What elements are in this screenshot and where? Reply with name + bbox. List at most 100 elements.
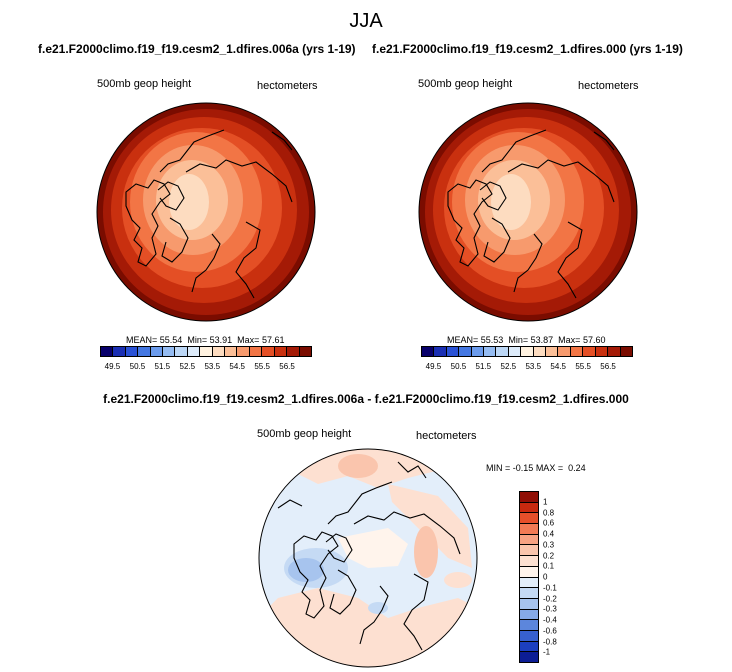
colorbar-swatch-right <box>508 347 522 356</box>
colorbar-swatch-left <box>287 347 300 356</box>
min-value-left: 53.91 <box>209 335 233 345</box>
colorbar-swatch-difference <box>520 524 538 535</box>
min-value-diff: -0.15 <box>512 463 534 473</box>
colorbar-tick-label-difference: -0.4 <box>543 615 557 625</box>
variable-label-left: 500mb geop height <box>97 78 192 90</box>
colorbar-tick-label-left: 49.5 <box>104 362 121 371</box>
colorbar-right <box>421 346 633 357</box>
colorbar-ticks-difference: 1 0.8 0.6 0.4 0.3 0.2 0.1 0 -0.1 -0.2 -0.3 -0.4 -0.6… <box>543 491 573 663</box>
colorbar-tick-label-difference: -0.8 <box>543 637 557 646</box>
units-label-left: hectometers <box>257 80 318 92</box>
colorbar-swatch-difference <box>520 577 538 589</box>
min-label-right: Min= <box>508 335 529 345</box>
max-label-right: Max= <box>558 335 581 345</box>
colorbar-tick-label-right: 52.5 <box>500 362 517 371</box>
max-value-left: 57.61 <box>261 335 285 345</box>
colorbar-ticks-left: 49.55050.55151.55252.55353.55454.55555.5… <box>100 362 312 374</box>
colorbar-swatch-left <box>163 347 176 356</box>
max-label-left: Max= <box>237 335 260 345</box>
colorbar-swatch-difference <box>520 609 538 621</box>
colorbar-swatch-left <box>175 347 188 356</box>
colorbar-swatch-left <box>274 347 288 356</box>
colorbar-swatch-right <box>533 347 547 356</box>
colorbar-tick-label-right: 49.5 <box>425 362 442 371</box>
polar-map-right <box>418 102 638 322</box>
colorbar-tick-label-difference: 0.4 <box>543 529 555 539</box>
colorbar-tick-label-difference: 0.8 <box>543 508 555 517</box>
max-value-diff: 0.24 <box>568 463 586 473</box>
mean-label-left: MEAN= <box>126 335 158 345</box>
min-value-right: 53.87 <box>530 335 554 345</box>
colorbar-swatch-difference <box>520 556 538 567</box>
colorbar-tick-label-difference: 0.1 <box>543 561 555 571</box>
colorbar-tick-label-left: 53.5 <box>204 362 221 371</box>
colorbar-tick-label-left: 51.5 <box>154 362 171 371</box>
season-title: JJA <box>349 10 383 32</box>
colorbar-swatch-left <box>138 347 151 356</box>
colorbar-swatch-difference <box>520 534 538 546</box>
colorbar-swatch-difference <box>520 492 538 503</box>
colorbar-swatch-right <box>608 347 621 356</box>
colorbar-swatch-left <box>150 347 164 356</box>
colorbar-swatch-right <box>459 347 472 356</box>
variable-label-right: 500mb geop height <box>418 78 513 90</box>
colorbar-tick-label-right: 56.5 <box>600 362 616 371</box>
colorbar-tick-label-difference: 1 <box>543 497 548 507</box>
colorbar-swatch-difference <box>520 513 538 525</box>
colorbar-swatch-right <box>434 347 447 356</box>
colorbar-tick-label-difference: -0.6 <box>543 626 557 636</box>
colorbar-swatch-difference <box>520 502 538 514</box>
colorbar-tick-label-right: 51.5 <box>475 362 492 371</box>
max-label-diff: MAX = <box>535 463 564 473</box>
colorbar-swatch-right <box>546 347 559 356</box>
stats-right: MEAN= 55.53 Min= 53.87 Max= 57.60 <box>447 335 605 345</box>
colorbar-swatch-right <box>521 347 534 356</box>
colorbar-swatch-difference <box>520 598 538 610</box>
polar-map-difference <box>258 448 478 668</box>
colorbar-tick-label-left: 50.5 <box>129 362 146 371</box>
colorbar-swatch-left <box>200 347 213 356</box>
stats-diff: MIN = -0.15 MAX = 0.24 <box>486 463 586 473</box>
colorbar-swatch-left <box>101 347 114 356</box>
colorbar-swatch-right <box>446 347 460 356</box>
colorbar-swatch-left <box>187 347 201 356</box>
mean-label-right: MEAN= <box>447 335 479 345</box>
colorbar-tick-label-difference: -1 <box>543 647 551 657</box>
colorbar-swatch-left <box>212 347 226 356</box>
min-label-diff: MIN = <box>486 463 511 473</box>
colorbar-tick-label-left: 54.5 <box>229 362 245 371</box>
colorbar-swatch-left <box>125 347 139 356</box>
units-label-right: hectometers <box>578 80 639 92</box>
case-title-right: f.e21.F2000climo.f19_f19.cesm2_1.dfires.… <box>372 42 683 56</box>
colorbar-tick-label-difference: 0.3 <box>543 540 555 550</box>
colorbar-swatch-difference <box>520 652 538 662</box>
colorbar-swatch-left <box>113 347 126 356</box>
colorbar-swatch-difference <box>520 641 538 653</box>
colorbar-tick-label-difference: 0.6 <box>543 518 555 528</box>
colorbar-tick-label-left: 55.5 <box>254 362 270 371</box>
colorbar-tick-label-difference: -0.3 <box>543 604 557 614</box>
colorbar-swatch-right <box>422 347 435 356</box>
case-title-left: f.e21.F2000climo.f19_f19.cesm2_1.dfires.… <box>38 42 356 56</box>
colorbar-ticks-right: 49.55050.55151.55252.55353.55454.55555.5… <box>421 362 633 374</box>
colorbar-swatch-right <box>496 347 509 356</box>
colorbar-tick-label-difference: 0.2 <box>543 551 555 560</box>
colorbar-tick-label-right: 54.5 <box>550 362 566 371</box>
colorbar-swatch-difference <box>520 620 538 631</box>
mean-value-left: 55.54 <box>159 335 183 345</box>
colorbar-swatch-left <box>262 347 275 356</box>
colorbar-swatch-difference <box>520 566 538 578</box>
colorbar-swatch-right <box>595 347 609 356</box>
mean-value-right: 55.53 <box>480 335 504 345</box>
colorbar-swatch-difference <box>520 630 538 642</box>
max-value-right: 57.60 <box>582 335 606 345</box>
colorbar-tick-label-difference: -0.1 <box>543 583 557 593</box>
colorbar-swatch-difference <box>520 588 538 599</box>
colorbar-swatch-right <box>620 347 632 356</box>
colorbar-tick-label-right: 55.5 <box>575 362 591 371</box>
stats-left: MEAN= 55.54 Min= 53.91 Max= 57.61 <box>126 335 284 345</box>
colorbar-difference <box>519 491 539 663</box>
polar-map-left <box>96 102 316 322</box>
colorbar-tick-label-right: 50.5 <box>450 362 467 371</box>
colorbar-tick-label-right: 53.5 <box>525 362 542 371</box>
